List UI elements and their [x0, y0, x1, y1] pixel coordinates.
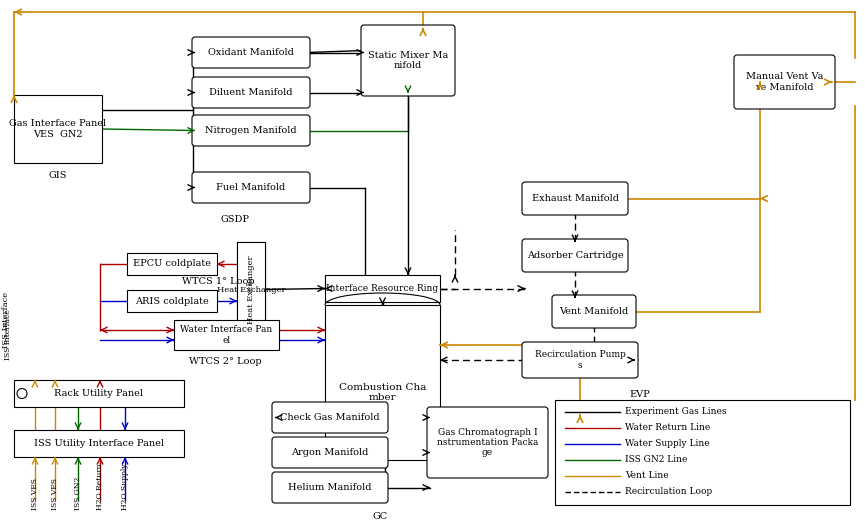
FancyBboxPatch shape [237, 242, 265, 337]
FancyBboxPatch shape [427, 407, 548, 478]
FancyBboxPatch shape [555, 400, 850, 505]
Text: Gas Chromatograph I
nstrumentation Packa
ge: Gas Chromatograph I nstrumentation Packa… [437, 428, 538, 457]
Text: Rack Utility Panel: Rack Utility Panel [54, 389, 144, 398]
FancyBboxPatch shape [325, 305, 440, 460]
Text: ISS VES: ISS VES [51, 478, 59, 510]
FancyBboxPatch shape [127, 253, 217, 275]
Text: Vent Manifold: Vent Manifold [560, 307, 629, 316]
Text: Fuel Manifold: Fuel Manifold [216, 183, 285, 192]
Text: Manual Vent Va
ve Manifold: Manual Vent Va ve Manifold [746, 72, 823, 92]
Text: GC: GC [373, 512, 388, 521]
Text: Helium Manifold: Helium Manifold [288, 483, 372, 492]
Text: H2O Supply: H2O Supply [121, 464, 129, 510]
FancyBboxPatch shape [192, 172, 310, 203]
Text: Gas Interface Panel
VES  GN2: Gas Interface Panel VES GN2 [10, 119, 106, 139]
Text: Exhaust Manifold: Exhaust Manifold [531, 194, 618, 203]
Text: Recirculation Loop: Recirculation Loop [625, 488, 712, 497]
Text: Combustion Cha
mber: Combustion Cha mber [339, 383, 426, 402]
FancyBboxPatch shape [522, 182, 628, 215]
FancyBboxPatch shape [174, 320, 279, 350]
Text: EPCU coldplate: EPCU coldplate [133, 260, 211, 269]
FancyBboxPatch shape [272, 402, 388, 433]
Text: ISS Utility Interface Panel: ISS Utility Interface Panel [34, 439, 164, 448]
FancyBboxPatch shape [552, 295, 636, 328]
FancyBboxPatch shape [272, 437, 388, 468]
Text: GIS: GIS [48, 171, 67, 180]
Text: Nitrogen Manifold: Nitrogen Manifold [205, 126, 297, 135]
Text: Interface Resource Ring: Interface Resource Ring [326, 284, 439, 293]
Text: Vent Line: Vent Line [625, 472, 669, 481]
FancyBboxPatch shape [361, 25, 455, 96]
Text: GSDP: GSDP [221, 215, 249, 224]
Text: Heat Exchanger: Heat Exchanger [247, 255, 255, 324]
Text: Water Supply Line: Water Supply Line [625, 439, 709, 448]
Text: ISS GN2 Line: ISS GN2 Line [625, 455, 688, 464]
Text: ARIS coldplate: ARIS coldplate [135, 296, 208, 305]
Text: Recirculation Pump
s: Recirculation Pump s [535, 350, 625, 370]
Text: Water Interface Pan
el: Water Interface Pan el [181, 325, 272, 345]
Text: ISS Interface: ISS Interface [4, 310, 12, 360]
FancyBboxPatch shape [237, 242, 265, 337]
FancyBboxPatch shape [14, 430, 184, 457]
Text: WTCS 2° Loop: WTCS 2° Loop [189, 357, 261, 366]
Text: EVP: EVP [630, 390, 650, 399]
FancyBboxPatch shape [192, 37, 310, 68]
Text: WTCS 1° Loop: WTCS 1° Loop [182, 277, 254, 286]
Text: Oxidant Manifold: Oxidant Manifold [208, 48, 294, 57]
Text: Argon Manifold: Argon Manifold [292, 448, 368, 457]
Text: Water Return Line: Water Return Line [625, 423, 710, 432]
Text: Adsorber Cartridge: Adsorber Cartridge [527, 251, 624, 260]
FancyBboxPatch shape [325, 275, 440, 302]
Text: Heat Exchanger: Heat Exchanger [217, 286, 285, 294]
Text: ISS VES: ISS VES [31, 478, 39, 510]
Text: Check Gas Manifold: Check Gas Manifold [280, 413, 380, 422]
Text: Static Mixer Ma
nifold: Static Mixer Ma nifold [368, 51, 448, 70]
Text: ISS GN2: ISS GN2 [74, 476, 82, 510]
FancyBboxPatch shape [522, 342, 638, 378]
FancyBboxPatch shape [127, 290, 217, 312]
FancyBboxPatch shape [734, 55, 835, 109]
Text: H2O Return: H2O Return [96, 463, 104, 510]
FancyBboxPatch shape [522, 239, 628, 272]
FancyBboxPatch shape [272, 472, 388, 503]
Text: ISS Interface: ISS Interface [2, 292, 10, 348]
FancyBboxPatch shape [192, 77, 310, 108]
Text: Experiment Gas Lines: Experiment Gas Lines [625, 408, 727, 417]
FancyBboxPatch shape [14, 380, 184, 407]
FancyBboxPatch shape [14, 95, 102, 163]
Text: Diluent Manifold: Diluent Manifold [209, 88, 292, 97]
FancyBboxPatch shape [192, 115, 310, 146]
